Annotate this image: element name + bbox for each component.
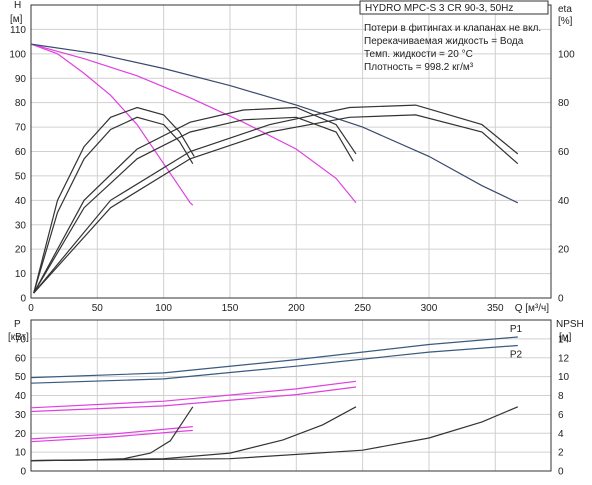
- power-series-label: P2: [510, 349, 523, 360]
- x-tick-label: 250: [354, 303, 371, 314]
- bottom-y-tick-label: 30: [15, 410, 27, 421]
- top-y-tick-label: 0: [20, 294, 26, 305]
- x-tick-label: 350: [487, 303, 504, 314]
- bottom-y2-axis-label: NPSH: [556, 319, 584, 330]
- bottom-y2-tick-label: 10: [558, 372, 570, 383]
- x-tick-label: 300: [421, 303, 438, 314]
- top-y-tick-label: 60: [15, 147, 27, 158]
- x-tick-label: 200: [288, 303, 305, 314]
- bottom-y2-tick-label: 6: [558, 410, 564, 421]
- bottom-y-tick-label: 50: [15, 372, 27, 383]
- top-y-tick-label: 80: [15, 98, 27, 109]
- bottom-y-tick-label: 60: [15, 353, 27, 364]
- top-y-tick-label: 70: [15, 123, 27, 134]
- efficiency-curve: [33, 106, 357, 294]
- top-y2-tick-label: 20: [558, 245, 570, 256]
- x-axis-label: Q [м³/ч]: [515, 303, 550, 314]
- top-y-tick-label: 40: [15, 196, 27, 207]
- top-plot-frame: [30, 4, 552, 299]
- top-y2-tick-label: 100: [558, 49, 575, 60]
- top-y-tick-label: 30: [15, 220, 27, 231]
- power-curve: [30, 336, 518, 379]
- bottom-y-tick-label: 70: [15, 334, 27, 345]
- x-tick-label: 50: [92, 303, 104, 314]
- top-y2-tick-label: 80: [558, 98, 570, 109]
- power-curve: [30, 380, 357, 409]
- top-y-axis-unit: [м]: [10, 14, 23, 25]
- title-box: [359, 0, 549, 15]
- top-y-tick-label: 50: [15, 171, 27, 182]
- bottom-y2-tick-label: 8: [558, 391, 564, 402]
- head-curve: [30, 43, 357, 204]
- bottom-y-tick-label: 40: [15, 391, 27, 402]
- top-y-tick-label: 100: [9, 49, 26, 60]
- bottom-y2-tick-label: 0: [558, 467, 564, 478]
- bottom-y2-tick-label: 12: [558, 353, 570, 364]
- annotation-text: Плотность = 998.2 кг/м³: [364, 62, 474, 73]
- power-curve: [30, 429, 193, 443]
- top-y2-axis-label: eta: [558, 4, 572, 15]
- bottom-y-axis-unit: [кВт]: [8, 332, 29, 343]
- bottom-y2-tick-label: 2: [558, 448, 564, 459]
- npsh-curve: [30, 406, 519, 462]
- head-curve: [30, 43, 519, 204]
- bottom-y2-axis-unit: [м]: [559, 332, 572, 343]
- top-y2-tick-label: 0: [558, 294, 564, 305]
- bottom-y2-tick-label: 4: [558, 429, 564, 440]
- power-series-label: P1: [510, 324, 523, 335]
- efficiency-curve: [33, 114, 519, 294]
- power-curve: [30, 426, 193, 440]
- bottom-y-tick-label: 20: [15, 429, 27, 440]
- bottom-y-tick-label: 0: [20, 467, 26, 478]
- top-y-tick-label: 20: [15, 245, 27, 256]
- top-y2-tick-label: 40: [558, 196, 570, 207]
- top-y2-axis-unit: [%]: [558, 16, 573, 27]
- bottom-y-tick-label: 10: [15, 448, 27, 459]
- top-y2-tick-label: 60: [558, 147, 570, 158]
- top-y-tick-label: 10: [15, 269, 27, 280]
- top-y-tick-label: 110: [10, 25, 26, 36]
- head-curve: [30, 43, 194, 206]
- efficiency-curve: [33, 104, 519, 294]
- x-tick-label: 100: [155, 303, 172, 314]
- chart-title: HYDRO MPC-S 3 CR 90-3, 50Hz: [365, 3, 513, 14]
- bottom-y2-tick-label: 14: [558, 334, 570, 345]
- power-curve: [30, 344, 518, 384]
- bottom-plot-frame: [30, 319, 552, 472]
- top-y-axis-label: H: [14, 0, 21, 11]
- x-tick-label: 150: [222, 303, 239, 314]
- top-y-tick-label: 90: [15, 74, 27, 85]
- efficiency-curve: [33, 116, 354, 294]
- annotation-text: Темп. жидкости = 20 °C: [364, 49, 473, 60]
- annotation-text: Потери в фитингах и клапанах не вкл.: [364, 22, 541, 34]
- x-tick-label: 0: [28, 303, 34, 314]
- power-curve: [30, 386, 357, 413]
- bottom-y-axis-label: P: [14, 319, 21, 330]
- annotation-text: Перекачиваемая жидкость = Вода: [364, 36, 524, 47]
